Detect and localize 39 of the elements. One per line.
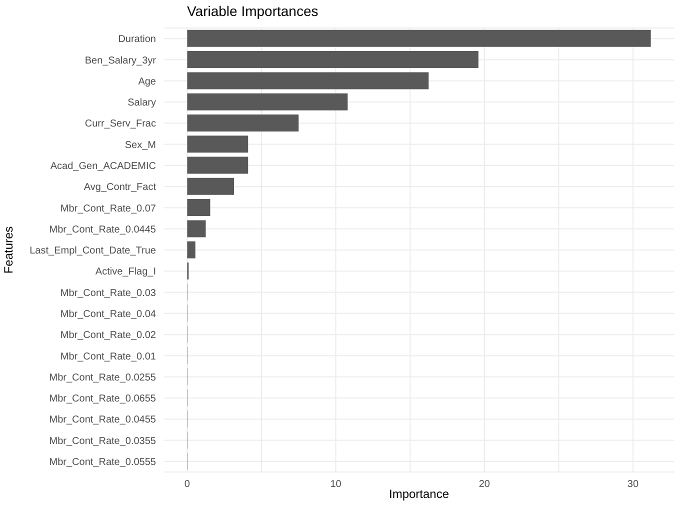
y-tick-label: Mbr_Cont_Rate_0.03 (60, 288, 156, 299)
y-tick-label: Mbr_Cont_Rate_0.04 (60, 308, 156, 320)
y-tick-label: Mbr_Cont_Rate_0.0355 (49, 436, 156, 447)
y-tick-label: Acad_Gen_ACADEMIC (50, 160, 156, 172)
y-tick-label: Mbr_Cont_Rate_0.0445 (49, 224, 156, 236)
y-tick-label: Mbr_Cont_Rate_0.07 (60, 203, 156, 214)
y-tick-label: Mbr_Cont_Rate_0.02 (60, 330, 156, 342)
y-tick-label: Curr_Serv_Frac (84, 118, 156, 130)
x-tick-label: 10 (330, 479, 342, 490)
y-tick-label: Mbr_Cont_Rate_0.0555 (49, 456, 156, 468)
y-tick-label: Active_Flag_I (95, 266, 156, 278)
bar (187, 72, 429, 90)
y-tick-label: Salary (128, 98, 156, 109)
y-tick-label: Mbr_Cont_Rate_0.0255 (49, 372, 156, 384)
y-tick-label: Ben_Salary_3yr (84, 55, 157, 66)
y-axis-title: Features (1, 226, 16, 274)
bar (187, 51, 478, 68)
y-tick-label: Avg_Contr_Fact (84, 182, 156, 194)
y-tick-label: Mbr_Cont_Rate_0.0455 (49, 414, 156, 426)
bar (187, 114, 299, 132)
bar (187, 30, 651, 47)
x-tick-label: 30 (627, 479, 639, 490)
bar (187, 220, 206, 238)
x-tick-label: 20 (478, 479, 490, 490)
bar (187, 241, 196, 258)
bar (187, 156, 248, 174)
x-tick-label: 0 (184, 479, 190, 490)
y-tick-label: Sex_M (124, 140, 156, 151)
chart-title: Variable Importances (187, 3, 318, 19)
y-tick-label: Mbr_Cont_Rate_0.0655 (49, 394, 156, 405)
bar (187, 199, 210, 216)
bar (187, 136, 248, 153)
y-tick-label: Last_Empl_Cont_Date_True (30, 246, 156, 257)
y-tick-label: Mbr_Cont_Rate_0.01 (60, 351, 156, 362)
bar (187, 93, 348, 110)
x-axis-title: Importance (388, 487, 450, 501)
bar (187, 178, 234, 195)
y-tick-label: Age (138, 76, 156, 88)
y-tick-label: Duration (118, 34, 156, 46)
